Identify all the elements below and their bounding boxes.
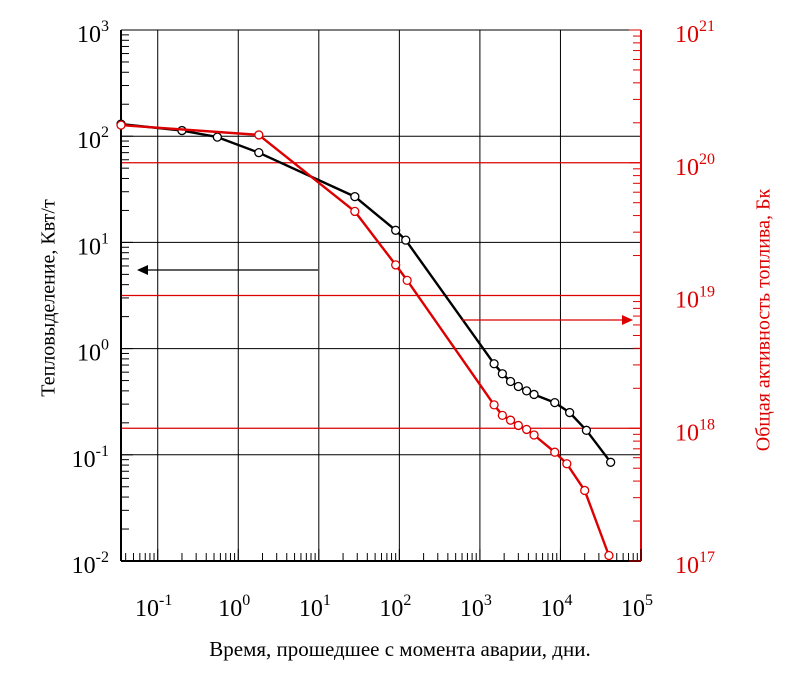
y-right-tick-label: 1021	[675, 18, 715, 48]
data-point-left	[550, 397, 560, 408]
x-tick-label: 102	[379, 592, 411, 622]
y-left-tick-label: 101	[77, 230, 109, 260]
data-point-left	[606, 457, 616, 467]
data-point-left	[564, 407, 575, 418]
data-point-right	[391, 260, 401, 270]
data-point-right	[529, 430, 539, 440]
y-right-tick-label: 1017	[675, 549, 715, 579]
arrow-right-head	[622, 315, 633, 325]
data-point-right	[505, 415, 516, 425]
data-point-left	[513, 381, 523, 392]
data-point-left	[529, 389, 539, 400]
y-left-tick-label: 103	[77, 18, 109, 48]
data-point-right	[550, 447, 560, 457]
data-point-right	[580, 485, 590, 496]
x-tick-label: 101	[299, 592, 331, 622]
tick-labels: 10-1 100 101 102 103 104 105 103 102 101 100 10-1 10…	[72, 18, 715, 622]
data-point-left	[391, 225, 401, 235]
data-point-right	[254, 130, 264, 140]
data-point-left	[212, 132, 223, 142]
data-point-right	[402, 275, 412, 286]
x-tick-label: 100	[218, 592, 250, 622]
y-right-tick-label: 1018	[675, 416, 715, 446]
data-point-right	[489, 400, 499, 410]
x-tick-label: 104	[540, 592, 572, 622]
annotations	[137, 265, 633, 325]
y-right-tick-label: 1019	[675, 284, 715, 314]
data-point-left	[489, 359, 499, 369]
data-point-right	[497, 410, 508, 421]
data-point-left	[254, 148, 264, 158]
data-point-right	[350, 206, 360, 217]
x-tick-label: 105	[621, 592, 653, 622]
data-point-left	[521, 386, 532, 396]
y-right-tick-label: 1020	[675, 151, 715, 181]
data-point-right	[513, 420, 523, 431]
series-line-right	[120, 123, 611, 556]
x-tick-label: 103	[460, 592, 492, 622]
data-point-left	[401, 235, 411, 245]
arrow-left-head	[137, 265, 148, 275]
data-point-left	[505, 376, 516, 387]
minor-ticks	[121, 29, 642, 562]
data-point-left	[497, 369, 508, 379]
data-point-left	[581, 425, 592, 435]
y-left-tick-label: 102	[77, 124, 109, 154]
y-left-tick-label: 100	[77, 337, 109, 367]
y-axis-right-label: Общая активность топлива, Бк	[753, 189, 775, 452]
data-point-left	[350, 191, 360, 202]
data-point-right	[562, 459, 572, 469]
data-point-right	[116, 120, 126, 130]
grid	[121, 30, 641, 561]
x-axis-label: Время, прошедшее с момента аварии, дни.	[209, 637, 591, 661]
series-line-left	[120, 122, 612, 464]
x-tick-label: 10-1	[135, 592, 172, 622]
data-point-right	[604, 550, 614, 561]
y-axis-left-label: Тепловыделение, Квт/т	[38, 199, 60, 397]
data-point-right	[521, 424, 532, 435]
y-left-tick-label: 10-1	[72, 443, 109, 473]
series-layer	[116, 119, 616, 561]
y-left-tick-label: 10-2	[72, 549, 109, 579]
